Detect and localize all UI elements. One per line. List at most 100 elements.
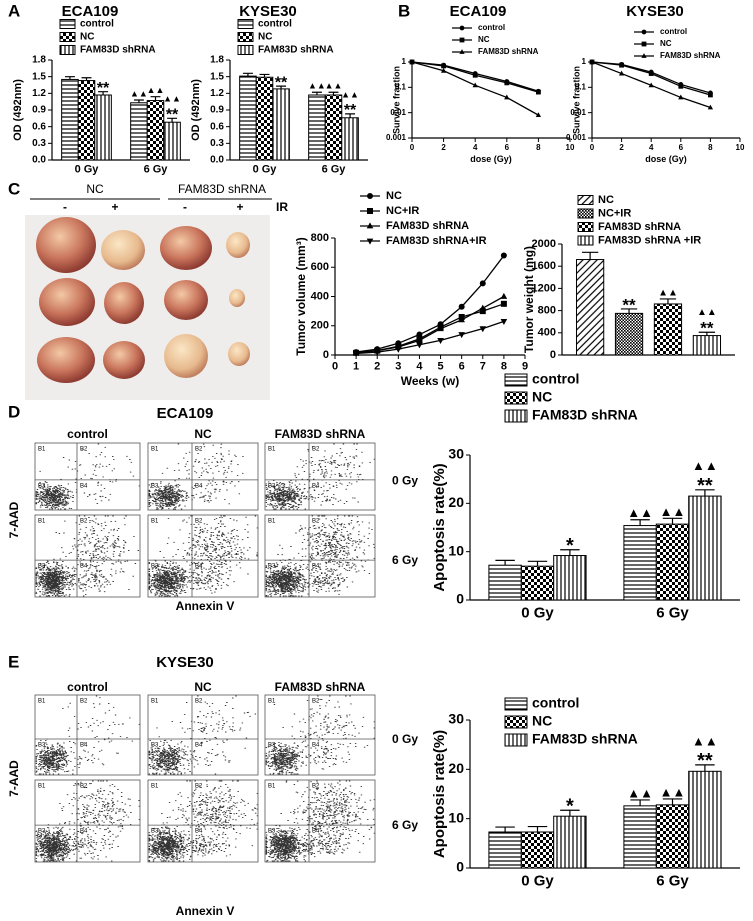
y-axis-label: Apoptosis rate(%) — [431, 463, 448, 591]
y-tick-label: 0 — [323, 349, 329, 361]
x-tick-label: 2 — [619, 143, 624, 152]
error-bar — [527, 825, 548, 832]
x-tick-label: 1 — [353, 361, 359, 373]
legend-marker — [459, 37, 465, 43]
group-label: FAM83D shRNA — [178, 182, 266, 196]
point — [441, 63, 446, 69]
y-tick-label: 0.9 — [32, 105, 46, 116]
flow-dots — [148, 515, 259, 597]
x-tick-label: 2 — [441, 143, 446, 152]
error-bar — [276, 85, 287, 89]
legend-swatch — [237, 32, 254, 42]
flow-frame — [147, 779, 259, 863]
y-tick-label: 800 — [311, 232, 329, 244]
x-tick-label: 0 — [590, 143, 595, 152]
flow-frame — [264, 694, 376, 776]
x-tick-label: 6 Gy — [322, 163, 347, 175]
quadrant-label: B4 — [195, 483, 203, 489]
y-axis-label: Survive fraction — [391, 66, 401, 134]
point — [409, 59, 415, 64]
x-tick-label: 4 — [473, 143, 478, 152]
legend-label: NC+IR — [386, 205, 419, 217]
panel-letter: D — [8, 402, 20, 421]
column-label: NC — [194, 427, 212, 441]
legend-label: NC — [532, 389, 552, 405]
quadrant-label: B4 — [195, 564, 203, 570]
quadrant-label: B2 — [80, 699, 88, 705]
x-tick-label: 0 Gy — [521, 872, 554, 889]
annotation: ** — [622, 295, 636, 314]
bar — [341, 117, 359, 161]
row-label: 0 Gy — [392, 474, 418, 488]
legend-swatch — [504, 715, 528, 729]
quadrant-label: B1 — [151, 519, 159, 525]
annotation: * — [566, 535, 574, 557]
annotation: ▲▲ — [341, 89, 359, 99]
flow-frame — [34, 514, 141, 598]
annotation: ** — [97, 80, 110, 97]
bar — [520, 831, 555, 869]
quadrant-label: B2 — [80, 447, 88, 453]
y-axis-label: 7-AAD — [7, 760, 21, 797]
y-tick-label: 1.2 — [32, 88, 46, 99]
annotation: ▲▲ — [692, 733, 718, 748]
quadrant-label: B2 — [195, 784, 203, 790]
panel-letter: C — [8, 179, 20, 198]
point — [373, 349, 381, 356]
legend-swatch — [59, 45, 76, 55]
flow-frame — [264, 442, 376, 511]
annotation: ** — [697, 750, 713, 772]
legend-label: FAM83D shRNA — [660, 51, 721, 60]
ir-sign: - — [183, 200, 187, 214]
y-tick-label: 1.8 — [210, 55, 224, 66]
point — [535, 112, 542, 118]
annotation: ▲▲ — [325, 81, 343, 91]
quadrant-label: B2 — [312, 519, 320, 525]
legend-swatch — [577, 235, 594, 246]
flow-frame — [147, 442, 259, 511]
bar — [520, 565, 555, 601]
bar — [488, 831, 522, 869]
point — [500, 292, 508, 299]
flow-dots — [148, 780, 259, 862]
point — [440, 67, 447, 73]
quadrant-label: B1 — [38, 519, 46, 525]
bar — [614, 312, 644, 356]
legend-label: FAM83D shRNA+IR — [386, 235, 487, 247]
y-tick-label: 30 — [448, 446, 464, 462]
quadrant-label: B4 — [80, 829, 88, 835]
legend-label: NC — [80, 32, 94, 43]
ir-sign: + — [111, 200, 118, 214]
flow-dots — [148, 443, 244, 510]
point — [589, 59, 595, 64]
x-tick-label: 6 Gy — [656, 872, 689, 889]
error-bar — [133, 99, 144, 103]
y-tick-label: 1.5 — [210, 71, 224, 82]
quadrant-label: B2 — [312, 699, 320, 705]
y-tick-label: 20 — [448, 494, 464, 510]
legend-label: NC — [660, 39, 672, 48]
point — [500, 300, 507, 307]
series-line — [356, 320, 505, 355]
quadrant-label: B4 — [312, 483, 320, 489]
point — [416, 336, 423, 343]
point — [500, 318, 508, 325]
x-tick-label: 6 Gy — [656, 604, 689, 621]
column-label: FAM83D shRNA — [275, 427, 366, 441]
legend-swatch — [504, 733, 528, 747]
y-tick-label: 10 — [448, 542, 464, 558]
point — [678, 94, 684, 100]
y-tick-label: 0.3 — [32, 138, 46, 149]
series-line — [591, 61, 711, 96]
point — [352, 351, 360, 358]
x-axis-label: dose (Gy) — [645, 154, 687, 164]
flow-title: ECA109 — [157, 405, 214, 422]
point — [479, 304, 487, 311]
quadrant-label: B2 — [312, 784, 320, 790]
y-tick-label: 600 — [311, 261, 329, 273]
quadrant-label: B3 — [38, 829, 46, 835]
legend-label: control — [532, 371, 579, 387]
y-tick-label: 0 — [456, 859, 464, 875]
quadrant-label: B1 — [151, 447, 159, 453]
